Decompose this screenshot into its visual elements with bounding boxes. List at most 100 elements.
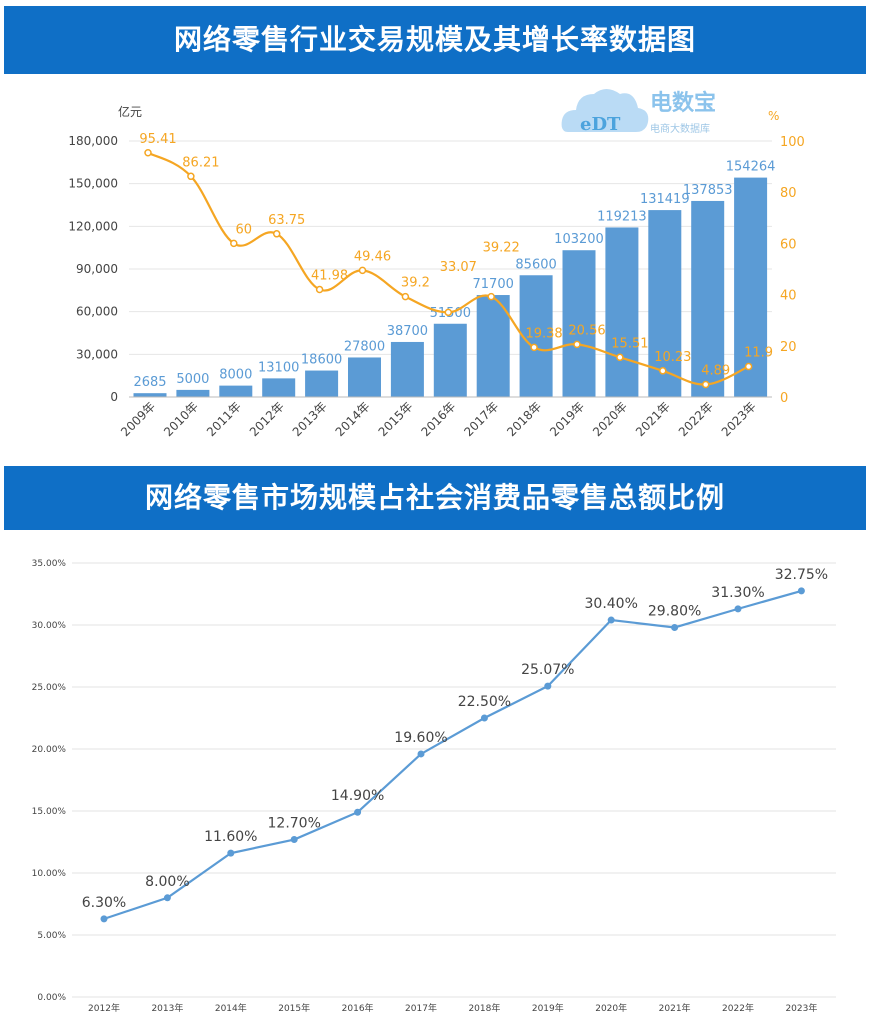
x-tick-label: 2014年 (333, 399, 373, 439)
left-tick-label: 180,000 (68, 134, 118, 148)
bar-value-label: 18600 (301, 353, 342, 368)
growth-value-label: 4.89 (701, 363, 730, 378)
ratio-value-label: 29.80% (648, 603, 701, 619)
ratio-point (734, 605, 742, 613)
right-tick-label: 80 (780, 186, 797, 201)
y-tick-label: 30.00% (32, 621, 67, 631)
left-tick-label: 150,000 (68, 177, 118, 191)
logo-edt: eDT 电数宝 电商大数据库 (560, 80, 740, 140)
bar-2018年 (519, 275, 553, 397)
ratio-value-label: 14.90% (331, 788, 384, 804)
logo-name: 电数宝 (650, 90, 716, 116)
bar-value-label: 85600 (515, 257, 556, 272)
y-tick-label: 25.00% (32, 683, 67, 693)
ratio-line (103, 589, 802, 920)
left-tick-label: 30,000 (76, 347, 118, 361)
growth-point (487, 292, 495, 301)
right-tick-label: 100 (780, 135, 805, 150)
left-tick-label: 120,000 (68, 219, 118, 233)
growth-value-label: 10.23 (654, 350, 691, 365)
y-tick-label: 35.00% (32, 559, 67, 569)
ratio-point (354, 808, 362, 816)
x-tick-label: 2009年 (118, 399, 158, 439)
ratio-point (797, 587, 805, 595)
growth-point (144, 149, 152, 157)
chart1-title: 网络零售行业交易规模及其增长率数据图 (4, 6, 866, 74)
ratio-point (607, 616, 615, 624)
ratio-point (227, 849, 235, 857)
growth-value-label: 60 (236, 222, 253, 237)
ratio-value-label: 6.30% (82, 895, 126, 911)
chart1-svg: 亿元 % 0 30,000 60,000 90,000 120,000 150,000 180,… (68, 104, 805, 439)
growth-value-label: 39.22 (483, 240, 520, 255)
ratio-value-label: 19.60% (394, 730, 447, 746)
x-tick-label: 2015年 (376, 399, 416, 439)
x-tick-label: 2020年 (590, 399, 630, 439)
ratio-value-label: 31.30% (711, 585, 764, 601)
growth-value-label: 11.9 (744, 346, 773, 361)
growth-value-label: 19.38 (525, 326, 562, 341)
ratio-value-label: 8.00% (145, 874, 189, 890)
ratio-point (544, 682, 552, 690)
bar-2017年 (476, 295, 510, 397)
ratio-point (100, 915, 108, 923)
growth-value-label: 33.07 (440, 260, 477, 275)
x-tick-label: 2018年 (504, 399, 544, 439)
growth-value-label: 86.21 (182, 155, 219, 170)
x-tick-label: 2016年 (342, 1002, 374, 1014)
y-tick-label: 0.00% (37, 993, 66, 1003)
growth-point (401, 292, 410, 301)
y-tick-label: 20.00% (32, 745, 67, 755)
chart2-svg: 0.00% 5.00% 10.00% 15.00% 20.00% 25.00% 30.00%… (32, 559, 836, 1014)
growth-point (358, 266, 367, 275)
growth-value-label: 20.56 (568, 323, 605, 338)
x-tick-label: 2011年 (204, 399, 244, 439)
bar-value-label: 5000 (176, 372, 209, 387)
left-tick-label: 60,000 (76, 305, 118, 319)
bar-2010年 (176, 389, 210, 397)
left-tick-label: 90,000 (76, 262, 118, 276)
ratio-point (163, 894, 171, 902)
bar-value-label: 38700 (387, 324, 428, 339)
y-tick-label: 15.00% (32, 807, 67, 817)
x-tick-label: 2022年 (722, 1002, 754, 1014)
ratio-point (290, 836, 298, 844)
ratio-value-label: 25.07% (521, 662, 574, 678)
logo-mark: eDT (580, 114, 621, 135)
bar-2021年 (648, 210, 682, 397)
growth-point (744, 362, 753, 371)
x-tick-label: 2017年 (461, 399, 501, 439)
x-tick-label: 2023年 (785, 1002, 817, 1014)
left-tick-label: 0 (110, 390, 118, 404)
ratio-value-label: 11.60% (204, 829, 257, 845)
x-tick-label: 2010年 (161, 399, 201, 439)
x-tick-label: 2019年 (532, 1002, 564, 1014)
ratio-value-label: 32.75% (775, 567, 828, 583)
x-tick-label: 2021年 (659, 1002, 691, 1014)
ratio-value-label: 22.50% (458, 694, 511, 710)
x-tick-label: 2013年 (151, 1002, 183, 1014)
ratio-point (671, 623, 679, 631)
ratio-value-label: 12.70% (268, 816, 321, 832)
x-tick-label: 2012年 (247, 399, 287, 439)
right-tick-label: 40 (780, 289, 797, 304)
growth-point (444, 308, 453, 317)
growth-point (272, 230, 281, 238)
growth-value-label: 41.98 (311, 269, 348, 284)
x-tick-label: 2013年 (290, 399, 330, 439)
ratio-value-label: 30.40% (585, 596, 638, 612)
bar-value-label: 8000 (219, 368, 252, 383)
left-axis-unit: 亿元 (118, 104, 142, 119)
growth-point (616, 353, 624, 362)
bar-value-label: 13100 (258, 360, 299, 375)
growth-point (230, 239, 238, 248)
x-tick-label: 2021年 (633, 399, 673, 439)
bar-value-label: 2685 (133, 375, 166, 390)
ratio-point (417, 750, 425, 758)
y-tick-label: 10.00% (32, 869, 67, 879)
x-tick-label: 2016年 (418, 399, 458, 439)
ratio-point (480, 714, 488, 722)
right-tick-label: 20 (780, 340, 797, 355)
growth-point (701, 380, 710, 389)
growth-point (659, 367, 667, 375)
